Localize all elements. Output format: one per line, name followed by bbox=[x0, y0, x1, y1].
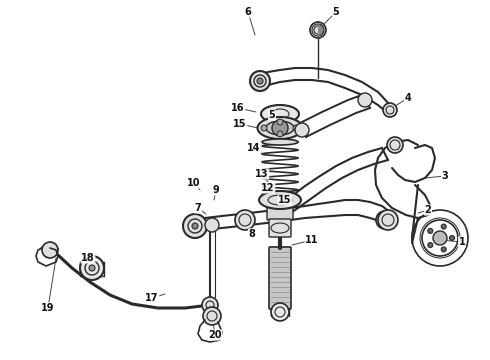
Text: 4: 4 bbox=[405, 93, 412, 103]
Ellipse shape bbox=[262, 195, 298, 201]
Circle shape bbox=[257, 78, 263, 84]
Circle shape bbox=[310, 22, 326, 38]
Circle shape bbox=[441, 247, 446, 252]
Text: 14: 14 bbox=[247, 143, 261, 153]
Text: 16: 16 bbox=[231, 103, 245, 113]
Circle shape bbox=[80, 256, 104, 280]
Circle shape bbox=[295, 123, 309, 137]
Circle shape bbox=[428, 243, 433, 248]
Circle shape bbox=[428, 229, 433, 233]
Ellipse shape bbox=[318, 24, 324, 36]
FancyBboxPatch shape bbox=[267, 204, 293, 220]
Circle shape bbox=[192, 223, 198, 229]
Text: 12: 12 bbox=[261, 183, 275, 193]
Ellipse shape bbox=[261, 105, 299, 123]
Circle shape bbox=[376, 211, 394, 229]
Text: 7: 7 bbox=[195, 203, 201, 213]
Ellipse shape bbox=[259, 191, 301, 209]
Circle shape bbox=[89, 265, 95, 271]
Text: 5: 5 bbox=[269, 110, 275, 120]
Text: 13: 13 bbox=[255, 169, 269, 179]
FancyBboxPatch shape bbox=[269, 247, 291, 309]
Circle shape bbox=[250, 71, 270, 91]
Circle shape bbox=[235, 210, 255, 230]
Circle shape bbox=[277, 119, 283, 125]
Circle shape bbox=[358, 93, 372, 107]
Text: 2: 2 bbox=[425, 205, 431, 215]
Circle shape bbox=[202, 297, 218, 313]
Ellipse shape bbox=[258, 117, 302, 139]
Text: 3: 3 bbox=[441, 171, 448, 181]
Text: 10: 10 bbox=[187, 178, 201, 188]
Text: 11: 11 bbox=[305, 235, 319, 245]
Text: 9: 9 bbox=[213, 185, 220, 195]
Circle shape bbox=[271, 303, 289, 321]
Circle shape bbox=[433, 231, 447, 245]
Ellipse shape bbox=[266, 121, 294, 135]
Circle shape bbox=[441, 224, 446, 229]
Text: 20: 20 bbox=[208, 330, 222, 340]
Text: 8: 8 bbox=[248, 229, 255, 239]
Text: 1: 1 bbox=[459, 237, 466, 247]
Text: 5: 5 bbox=[333, 7, 340, 17]
Circle shape bbox=[277, 131, 283, 137]
FancyBboxPatch shape bbox=[269, 219, 291, 237]
Text: 6: 6 bbox=[245, 7, 251, 17]
Circle shape bbox=[293, 125, 299, 131]
Circle shape bbox=[205, 218, 219, 232]
Circle shape bbox=[378, 210, 398, 230]
Circle shape bbox=[203, 307, 221, 325]
Circle shape bbox=[383, 103, 397, 117]
Text: 19: 19 bbox=[41, 303, 55, 313]
Circle shape bbox=[42, 242, 58, 258]
Text: 15: 15 bbox=[233, 119, 247, 129]
Text: 18: 18 bbox=[81, 253, 95, 263]
Circle shape bbox=[261, 125, 267, 131]
Ellipse shape bbox=[262, 139, 298, 145]
Text: 15: 15 bbox=[278, 195, 292, 205]
Circle shape bbox=[387, 137, 403, 153]
Circle shape bbox=[183, 214, 207, 238]
Circle shape bbox=[272, 120, 288, 136]
Circle shape bbox=[449, 235, 455, 240]
Text: 17: 17 bbox=[145, 293, 159, 303]
